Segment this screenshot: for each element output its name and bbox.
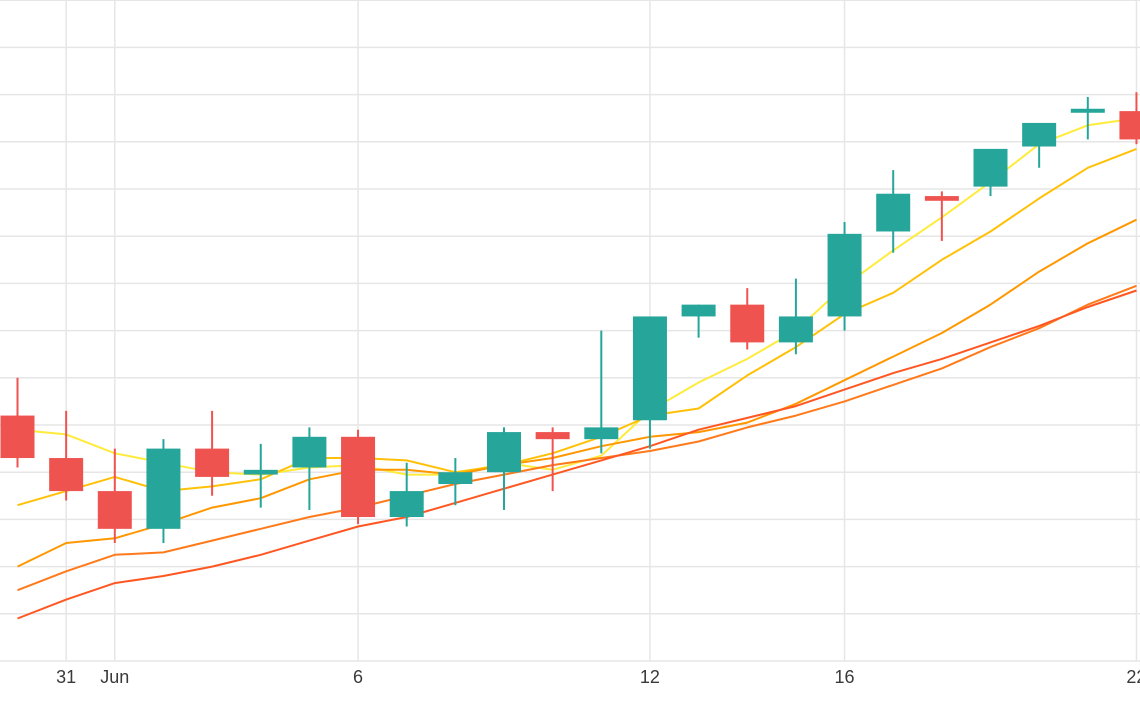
candle-body: [487, 432, 521, 473]
candles: [0, 92, 1140, 543]
candle-body: [827, 233, 862, 317]
candle-body: [1119, 111, 1140, 140]
candle-body: [389, 491, 424, 518]
x-axis: 31Jun612162228: [56, 667, 1140, 687]
candle-body: [49, 458, 84, 492]
candle-up: [487, 427, 521, 510]
candle-up: [292, 427, 327, 510]
moving-average-line-5: [17, 289, 1137, 620]
x-tick-label: Jun: [100, 667, 129, 687]
candle-body: [632, 316, 667, 421]
candle-down: [341, 429, 376, 525]
candle-body: [292, 436, 327, 468]
candle-body: [584, 427, 619, 440]
x-tick-label: 6: [353, 667, 363, 687]
moving-average-line-4: [17, 284, 1137, 592]
candle-down: [195, 410, 230, 496]
candle-down: [730, 288, 765, 350]
candle-body: [730, 304, 765, 343]
candle-up: [876, 170, 911, 253]
candle-body: [438, 472, 473, 484]
candle-body: [876, 193, 911, 232]
moving-average-line-2: [17, 147, 1137, 507]
candle-up: [681, 304, 716, 338]
x-tick-label: 12: [640, 667, 660, 687]
candle-body: [341, 436, 376, 518]
candle-up: [778, 278, 813, 355]
candle-up: [632, 316, 667, 449]
candle-body: [1022, 122, 1057, 147]
candle-up: [827, 222, 862, 331]
candle-body: [535, 432, 570, 440]
candle-up: [438, 458, 473, 506]
candle-up: [243, 443, 278, 508]
candle-up: [1070, 96, 1105, 140]
candle-up: [584, 330, 619, 454]
candle-down: [97, 448, 132, 543]
candle-down: [535, 427, 570, 492]
candle-up: [389, 462, 424, 527]
candle-body: [778, 316, 813, 343]
grid: [0, 0, 1140, 662]
x-tick-label: 31: [56, 667, 76, 687]
candle-up: [146, 439, 181, 543]
candle-up: [973, 148, 1008, 197]
moving-average-line-3: [17, 218, 1137, 568]
candle-body: [924, 196, 959, 201]
candle-down: [924, 191, 959, 241]
candle-body: [0, 415, 35, 459]
candle-body: [195, 448, 230, 477]
moving-average-line-1: [17, 117, 1137, 476]
candle-down: [1119, 92, 1140, 145]
candle-down: [49, 410, 84, 501]
candle-body: [1070, 108, 1105, 113]
candle-body: [146, 448, 181, 529]
x-tick-label: 16: [835, 667, 855, 687]
candle-up: [1022, 122, 1057, 168]
candle-body: [681, 304, 716, 317]
candle-body: [973, 148, 1008, 187]
candle-body: [97, 491, 132, 529]
candle-body: [243, 469, 278, 475]
moving-average-lines: [17, 117, 1137, 620]
candle-down: [0, 377, 35, 468]
x-tick-label: 22: [1126, 667, 1140, 687]
